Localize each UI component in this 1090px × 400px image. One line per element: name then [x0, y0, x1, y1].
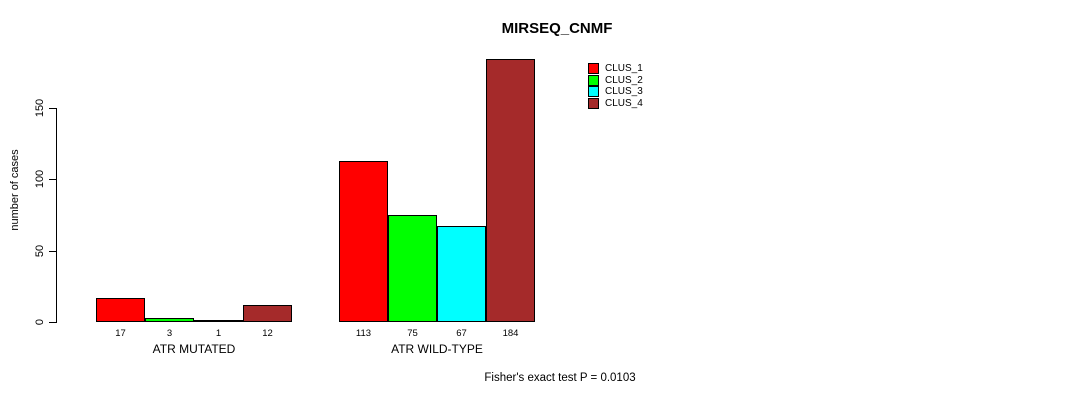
legend-swatch-clus_2 — [588, 74, 599, 86]
bar-value-label: 17 — [115, 328, 126, 339]
legend-label: CLUS_4 — [605, 97, 643, 109]
bar-value-label: 67 — [456, 328, 467, 339]
y-axis-tick — [49, 322, 56, 323]
y-axis-line — [56, 108, 57, 323]
y-axis-tick — [49, 179, 56, 180]
bar-value-label: 3 — [166, 328, 173, 339]
bar-clus_3-mutated — [194, 320, 243, 322]
chart-title: MIRSEQ_CNMF — [501, 20, 613, 37]
legend-row: CLUS_4 — [588, 97, 643, 110]
category-label: ATR WILD-TYPE — [391, 342, 483, 356]
bar-clus_1-mutated — [96, 298, 145, 322]
legend-label: CLUS_3 — [605, 86, 643, 98]
bar-clus_4-mutated — [243, 305, 292, 322]
bar-clus_1-wildtype — [339, 161, 388, 322]
bar-clus_2-wildtype — [388, 215, 437, 322]
legend-label: CLUS_1 — [605, 63, 643, 75]
bar-clus_3-wildtype — [437, 226, 486, 322]
legend-row: CLUS_1 — [588, 63, 643, 75]
bar-value-label: 12 — [262, 328, 273, 339]
legend-label: CLUS_2 — [605, 74, 643, 86]
legend-row: CLUS_3 — [588, 86, 643, 98]
y-axis-label: number of cases — [9, 149, 21, 231]
category-label: ATR MUTATED — [152, 342, 236, 356]
stat-test-note: Fisher's exact test P = 0.0103 — [484, 372, 636, 384]
y-axis-tick — [49, 108, 56, 109]
bar-value-label: 75 — [407, 328, 418, 339]
bar-value-label: 1 — [215, 328, 222, 339]
bar-clus_2-mutated — [145, 318, 194, 322]
legend: CLUS_1 CLUS_2 CLUS_3 CLUS_4 — [588, 63, 643, 109]
bar-clus_4-wildtype — [486, 59, 535, 322]
y-axis-tick-label: 150 — [34, 98, 46, 118]
legend-swatch-clus_3 — [588, 86, 599, 98]
y-axis-tick-label: 50 — [34, 244, 46, 258]
bar-value-label: 113 — [355, 328, 372, 339]
y-axis-tick-label: 100 — [34, 169, 46, 189]
y-axis-tick-label: 0 — [34, 318, 46, 326]
legend-swatch-clus_1 — [588, 63, 599, 75]
legend-row: CLUS_2 — [588, 74, 643, 87]
y-axis-tick — [49, 251, 56, 252]
legend-swatch-clus_4 — [588, 97, 599, 109]
bar-value-label: 184 — [502, 328, 519, 339]
